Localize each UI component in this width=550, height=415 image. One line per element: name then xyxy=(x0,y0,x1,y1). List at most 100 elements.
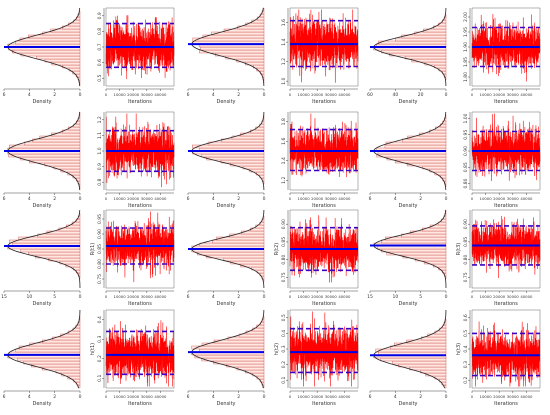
trace-plot xyxy=(105,15,175,80)
trace-frame xyxy=(105,209,175,289)
iterations-tick-label: 10000 xyxy=(298,92,311,97)
histogram-bar xyxy=(401,233,447,238)
value-tick-label: 0.2 xyxy=(97,355,103,362)
value-tick-label: 1.2 xyxy=(281,177,287,184)
density-histogram xyxy=(191,215,265,283)
histogram-bar xyxy=(28,251,81,256)
density-tick-label: 4 xyxy=(394,394,397,400)
density-axis-label: Density xyxy=(216,401,235,407)
iterations-tick-label: 10000 xyxy=(480,294,493,299)
value-tick-label: 0.80 xyxy=(463,254,469,264)
value-axis-label: R(t3) xyxy=(456,243,462,256)
density-tick-label: 0 xyxy=(445,294,448,300)
density-axis-label: Density xyxy=(216,301,235,307)
iterations-tick-label: 0 xyxy=(289,92,292,97)
iterations-tick-label: 0 xyxy=(289,196,292,201)
iterations-tick-label: 20000 xyxy=(493,196,506,201)
iterations-tick-label: 40000 xyxy=(154,196,167,201)
value-tick-label: 1.2 xyxy=(281,58,287,65)
iterations-tick-label: 40000 xyxy=(520,394,533,399)
histogram-bar xyxy=(390,345,447,350)
value-tick-label: 1.4 xyxy=(281,38,287,45)
trace-plot xyxy=(289,9,359,83)
iterations-tick-label: 10000 xyxy=(114,294,127,299)
histogram-bar xyxy=(409,366,447,371)
histogram-bar xyxy=(55,369,81,374)
iterations-tick-label: 30000 xyxy=(141,294,154,299)
histogram-bar xyxy=(375,348,447,353)
iterations-tick-label: 30000 xyxy=(141,394,154,399)
histogram-bar xyxy=(429,224,447,229)
histogram-bar xyxy=(201,342,265,347)
value-tick-label: 0.85 xyxy=(463,237,469,247)
iterations-axis-label: Iterations xyxy=(312,203,336,209)
density-axis-label: Density xyxy=(32,203,51,209)
histogram-bar xyxy=(207,141,265,146)
trace-plot xyxy=(105,211,175,283)
iterations-tick-label: 20000 xyxy=(493,92,506,97)
iterations-tick-label: 20000 xyxy=(127,92,140,97)
histogram-bar xyxy=(378,40,447,45)
histogram-bar xyxy=(381,239,447,244)
histogram-bar xyxy=(17,357,81,362)
trace-frame xyxy=(289,309,359,389)
trace-plot xyxy=(471,215,541,279)
iterations-tick-label: 0 xyxy=(471,294,474,299)
histogram-bar xyxy=(15,40,81,45)
histogram-bar xyxy=(213,360,265,365)
value-tick-label: 0.90 xyxy=(281,219,287,229)
panel-r4-c2: 6 4 2 0 Density 0.1 0.2 0.3 0.4 0.5 h(t2) 0 10000 200… xyxy=(187,309,359,407)
density-tick-label: 6 xyxy=(3,196,6,202)
density-tick-label: 2 xyxy=(237,196,240,202)
value-tick-label: 0.9 xyxy=(97,163,103,170)
trace-frame xyxy=(289,111,359,191)
histogram-bar xyxy=(19,37,81,42)
density-tick-label: 0 xyxy=(445,394,448,400)
iterations-tick-label: 10000 xyxy=(114,196,127,201)
value-tick-label: 0.5 xyxy=(281,314,287,321)
trace-series xyxy=(105,211,175,283)
trace-series xyxy=(289,9,359,83)
histogram-bar xyxy=(8,239,81,244)
iterations-axis-label: Iterations xyxy=(312,99,336,105)
value-axis-label: h(t2) xyxy=(274,343,280,355)
trace-frame xyxy=(471,309,541,389)
density-tick-label: 2 xyxy=(419,394,422,400)
iterations-axis-label: Iterations xyxy=(494,203,518,209)
iterations-tick-label: 30000 xyxy=(507,294,520,299)
density-axis-label: Density xyxy=(398,301,417,307)
density-tick-label: 4 xyxy=(212,394,215,400)
iterations-axis-label: Iterations xyxy=(494,401,518,407)
iterations-tick-label: 10000 xyxy=(480,394,493,399)
value-tick-label: 0.3 xyxy=(463,361,469,368)
iterations-tick-label: 20000 xyxy=(127,294,140,299)
density-tick-label: 0 xyxy=(79,394,82,400)
histogram-bar xyxy=(423,28,447,33)
trace-plot xyxy=(289,311,359,387)
iterations-axis-label: Iterations xyxy=(312,401,336,407)
iterations-tick-label: 0 xyxy=(289,394,292,399)
histogram-bar xyxy=(9,144,81,149)
density-tick-label: 2 xyxy=(53,394,56,400)
histogram-bar xyxy=(398,363,447,368)
histogram-bar xyxy=(214,52,265,57)
density-axis-label: Density xyxy=(216,203,235,209)
panel-r3-c3: 15 10 5 0 Density 0.75 0.80 0.85 0.90 R(t3) 0 10000… xyxy=(367,209,541,307)
value-tick-label: 1.6 xyxy=(281,138,287,145)
trace-series xyxy=(289,215,359,283)
histogram-bar xyxy=(18,345,81,350)
iterations-tick-label: 0 xyxy=(105,294,108,299)
trace-series xyxy=(105,15,175,80)
density-histogram xyxy=(376,114,447,188)
panel-r2-c3: 6 4 2 0 Density 0.80 0.85 0.90 0.95 1.00 0 10000 200… xyxy=(369,111,541,209)
iterations-tick-label: 30000 xyxy=(325,294,338,299)
value-tick-label: 1.0 xyxy=(97,147,103,154)
density-histogram xyxy=(7,10,81,87)
histogram-bar xyxy=(212,239,265,244)
density-curve xyxy=(373,209,447,289)
density-tick-label: 6 xyxy=(3,394,6,400)
iterations-tick-label: 0 xyxy=(105,394,108,399)
iterations-tick-label: 20000 xyxy=(493,394,506,399)
density-tick-label: 6 xyxy=(187,92,190,98)
density-tick-label: 2 xyxy=(53,196,56,202)
